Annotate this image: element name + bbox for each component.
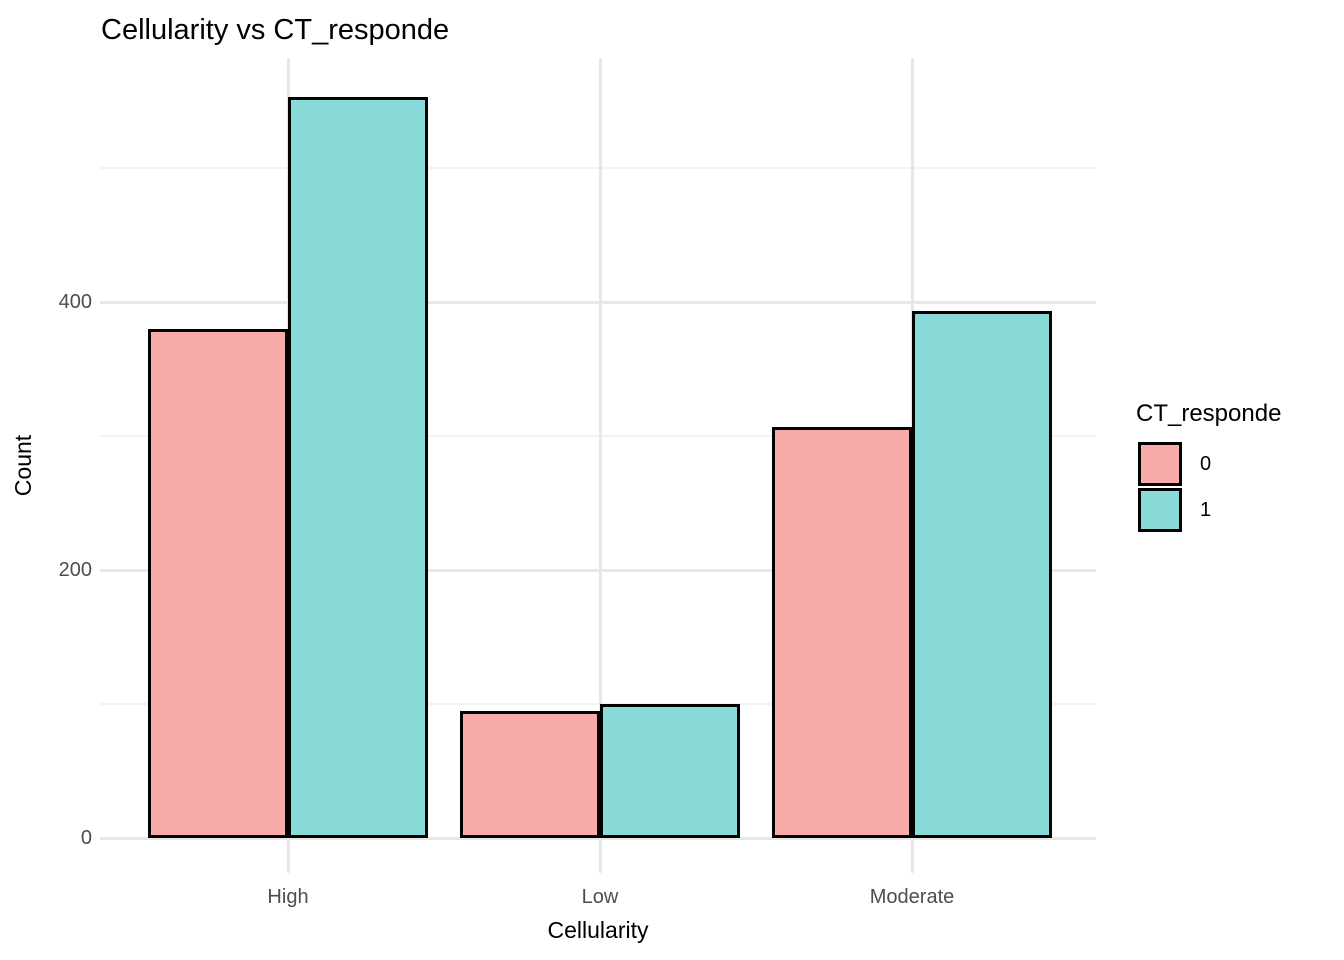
gridline-major (100, 301, 1096, 304)
bar-low-1 (600, 704, 740, 838)
gridline-major (100, 837, 1096, 840)
x-axis-title: Cellularity (547, 917, 649, 943)
y-tick-label: 400 (58, 291, 92, 313)
gridline-minor (100, 703, 1096, 705)
bar-high-0 (148, 329, 288, 838)
legend-item: 1 (1138, 488, 1281, 532)
y-tick-label: 200 (58, 559, 92, 581)
gridline-vertical (599, 58, 602, 873)
plot-panel (100, 58, 1096, 873)
y-axis-title: Count (10, 434, 37, 497)
y-tick-label: 0 (80, 827, 92, 849)
x-tick-label: High (267, 886, 309, 908)
legend-item-label: 1 (1200, 498, 1212, 521)
legend-key-swatch-icon (1138, 488, 1182, 532)
legend-item: 0 (1138, 442, 1281, 486)
gridline-major (100, 569, 1096, 572)
x-tick-label: Moderate (869, 886, 955, 908)
bar-low-0 (460, 711, 600, 838)
bar-moderate-1 (912, 311, 1052, 838)
legend-key-swatch-icon (1138, 442, 1182, 486)
plot-title: Cellularity vs CT_responde (101, 14, 450, 46)
bar-moderate-0 (772, 427, 912, 838)
legend-title: CT_responde (1136, 400, 1282, 427)
bar-high-1 (288, 97, 428, 838)
legend-item-label: 0 (1200, 452, 1212, 475)
legend: CT_responde 0 1 (1136, 400, 1281, 532)
gridline-minor (100, 167, 1096, 169)
gridline-minor (100, 435, 1096, 437)
x-tick-label: Low (581, 886, 619, 908)
